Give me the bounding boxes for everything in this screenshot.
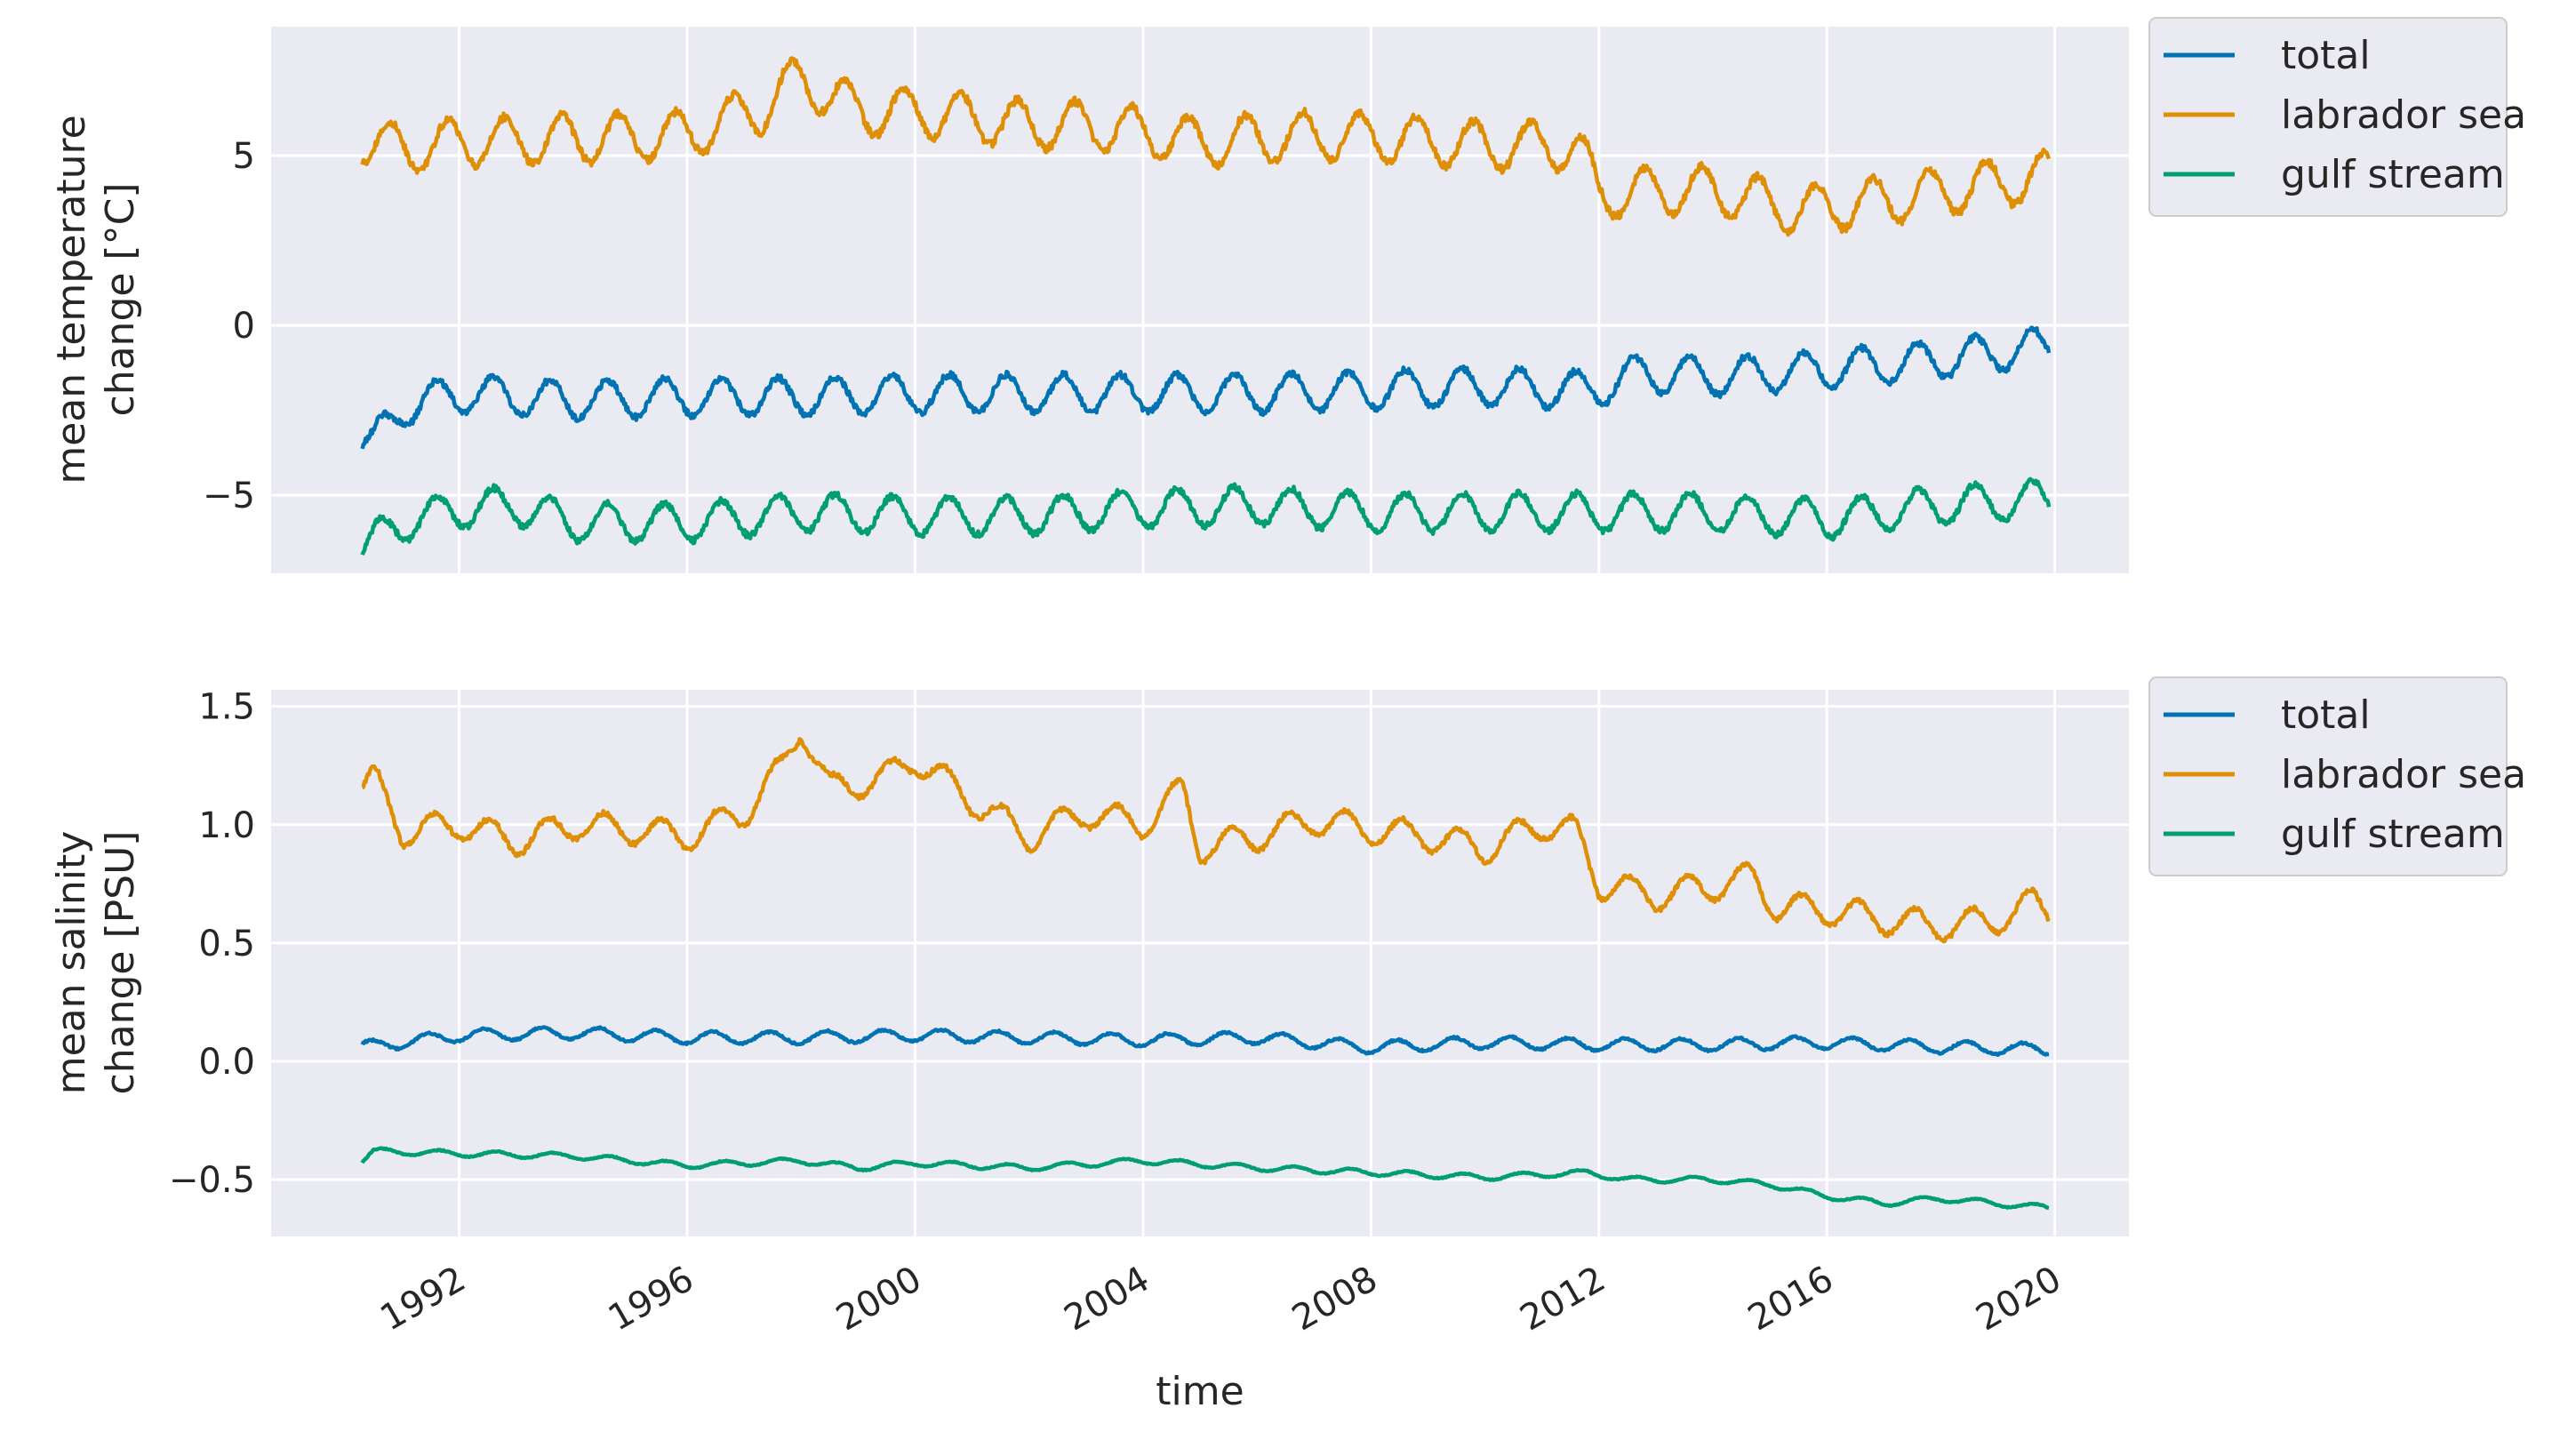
legend-label: total (2281, 33, 2371, 78)
legend-label: labrador sea (2281, 92, 2526, 138)
x-tick-label: 2020 (1969, 1259, 2068, 1340)
temperature-plot-area (271, 27, 2129, 573)
y-tick-label: 0.5 (198, 924, 255, 964)
temperature-y-label-line2: change [°C] (98, 183, 143, 417)
y-tick-label: 5 (233, 136, 255, 177)
salinity-legend: total labrador sea gulf stream (2148, 676, 2526, 876)
salinity-plot-area (271, 690, 2129, 1236)
temperature-grid (271, 27, 2129, 573)
y-tick-label: −5 (203, 476, 255, 516)
salinity-y-label-line2: change [PSU] (98, 831, 143, 1095)
temperature-panel: 5 0 −5 mean temperature change [°C] total l… (49, 17, 2526, 573)
legend-label: total (2281, 692, 2371, 738)
series-line-labrador-sea (361, 737, 2051, 944)
legend-label: labrador sea (2281, 752, 2526, 797)
salinity-series (360, 737, 2051, 1211)
legend-label: gulf stream (2281, 812, 2505, 857)
series-line-gulf-stream (360, 1146, 2051, 1211)
salinity-grid (271, 690, 2129, 1236)
salinity-y-ticks: 1.5 1.0 0.5 0.0 −0.5 (169, 687, 255, 1201)
x-tick-label: 2016 (1741, 1259, 1840, 1340)
series-line-total (360, 1025, 2051, 1057)
y-tick-label: 1.0 (198, 805, 255, 846)
x-axis-label: time (1156, 1369, 1244, 1414)
salinity-panel: 1.5 1.0 0.5 0.0 −0.5 mean salinity change [P… (49, 676, 2526, 1236)
x-tick-label: 1992 (373, 1259, 472, 1340)
legend-frame (2148, 676, 2508, 876)
legend-frame (2148, 17, 2508, 217)
temperature-y-ticks: 5 0 −5 (203, 136, 255, 516)
x-tick-label: 1996 (602, 1259, 700, 1340)
x-tick-label: 2008 (1285, 1259, 1384, 1340)
x-tick-label: 2004 (1058, 1259, 1156, 1340)
series-line-labrador-sea (360, 56, 2052, 237)
y-tick-label: 0 (233, 306, 255, 347)
legend-label: gulf stream (2281, 152, 2505, 197)
temperature-series (360, 56, 2052, 556)
temperature-y-label-line1: mean temperature (49, 115, 94, 484)
series-line-gulf-stream (360, 476, 2052, 556)
salinity-y-label-line1: mean salinity (49, 831, 94, 1095)
series-line-total (360, 325, 2052, 450)
x-tick-label: 2012 (1514, 1259, 1612, 1340)
y-tick-label: 1.5 (198, 687, 255, 728)
temperature-legend: total labrador sea gulf stream (2148, 17, 2526, 217)
y-tick-label: −0.5 (169, 1160, 255, 1201)
x-tick-label: 2000 (829, 1259, 928, 1340)
y-tick-label: 0.0 (198, 1042, 255, 1083)
x-tick-labels: 1992 1996 2000 2004 2008 2012 2016 2020 (373, 1259, 2068, 1340)
